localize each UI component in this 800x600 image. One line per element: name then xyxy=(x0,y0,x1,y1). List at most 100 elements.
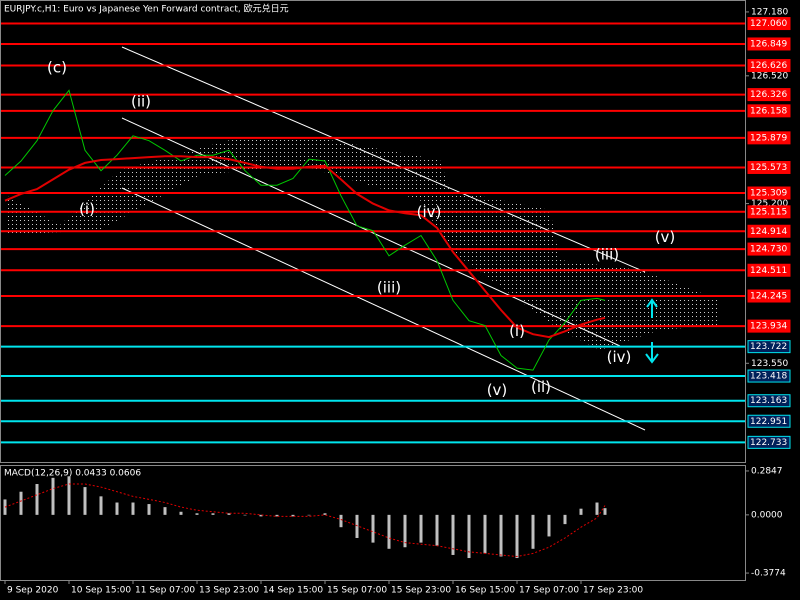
y-tick-label: 0.2847 xyxy=(751,466,783,476)
macd-bar xyxy=(35,484,39,515)
price-pane xyxy=(0,0,746,463)
level-label: 126.326 xyxy=(750,90,787,100)
wave-label: (iii) xyxy=(595,245,619,263)
wave-label: (c) xyxy=(47,59,67,77)
level-label-box xyxy=(747,104,791,118)
macd-bar xyxy=(67,476,71,515)
wave-label: (i) xyxy=(509,322,525,340)
level-label-box xyxy=(747,205,791,219)
macd-bar xyxy=(179,511,183,515)
wave-label: (iv) xyxy=(417,203,442,221)
macd-bar xyxy=(531,514,535,549)
wave-label: (v) xyxy=(487,381,508,399)
level-label-box xyxy=(747,435,791,449)
macd-bar xyxy=(211,513,215,515)
macd-bar xyxy=(547,514,551,537)
level-label: 124.730 xyxy=(750,245,787,255)
level-label-box xyxy=(747,88,791,102)
macd-bar xyxy=(595,502,599,515)
level-label-box xyxy=(747,369,791,383)
y-tick-label: 0.0000 xyxy=(751,510,783,520)
x-tick-label: 10 Sep 15:00 xyxy=(71,586,131,596)
macd-bar xyxy=(467,514,471,559)
ichimoku-cloud xyxy=(5,140,720,350)
macd-bar xyxy=(195,513,199,515)
level-label-box xyxy=(747,59,791,73)
y-tick-label: 123.550 xyxy=(751,359,788,369)
arrows xyxy=(645,298,659,364)
level-label: 122.951 xyxy=(750,417,787,427)
wave-label: (i) xyxy=(79,200,95,218)
macd-bar xyxy=(563,514,567,525)
x-tick-label: 9 Sep 2020 xyxy=(7,586,59,596)
macd-bar xyxy=(603,508,607,515)
macd-bar xyxy=(515,514,519,559)
level-label-box xyxy=(747,224,791,238)
level-label-box xyxy=(747,414,791,428)
level-label: 127.060 xyxy=(750,19,787,29)
level-label: 125.573 xyxy=(750,163,787,173)
macd-bar xyxy=(131,502,135,515)
macd-bar xyxy=(499,514,503,557)
macd-bar xyxy=(99,496,103,515)
x-tick-label: 17 Sep 23:00 xyxy=(583,586,643,596)
level-label-box xyxy=(747,160,791,174)
level-label: 126.158 xyxy=(750,106,787,116)
level-label: 123.722 xyxy=(750,342,787,352)
macd-bar xyxy=(243,514,247,516)
wave-label: (ii) xyxy=(131,92,151,110)
macd-pane xyxy=(0,465,746,581)
macd-bar xyxy=(163,507,167,515)
macd-bar xyxy=(435,514,439,546)
macd-bar xyxy=(355,514,359,538)
level-label-box xyxy=(747,131,791,145)
level-label: 124.511 xyxy=(750,266,787,276)
wave-label: (iii) xyxy=(377,278,401,296)
down-arrow xyxy=(645,342,659,364)
wave-label: (ii) xyxy=(531,378,551,396)
macd-bar xyxy=(307,514,311,516)
macd-bar xyxy=(147,504,151,515)
y-tick-label: -0.3774 xyxy=(751,569,786,579)
macd-bar xyxy=(323,513,327,515)
macd-bar xyxy=(451,514,455,555)
macd-bar xyxy=(83,487,87,515)
level-label: 124.914 xyxy=(750,227,787,237)
level-label-box xyxy=(747,340,791,354)
level-label-box xyxy=(747,17,791,31)
signal-line xyxy=(4,483,606,558)
macd-bar xyxy=(19,491,23,515)
level-label: 123.418 xyxy=(750,372,787,382)
macd-bar xyxy=(579,508,583,515)
wave-label: (v) xyxy=(655,228,676,246)
level-label: 125.879 xyxy=(750,133,787,143)
macd-bar xyxy=(339,514,343,528)
channel-line xyxy=(121,46,646,273)
y-tick-label: 125.200 xyxy=(751,199,788,209)
level-label: 125.309 xyxy=(750,189,787,199)
level-label-box xyxy=(747,289,791,303)
x-tick-label: 13 Sep 23:00 xyxy=(199,586,259,596)
level-label: 126.849 xyxy=(750,39,787,49)
price-line xyxy=(4,89,606,371)
x-tick-label: 15 Sep 23:00 xyxy=(391,586,451,596)
macd-bar xyxy=(3,499,7,515)
level-label-box xyxy=(747,394,791,408)
macd-bar xyxy=(483,514,487,554)
price-line xyxy=(4,155,606,339)
level-label: 122.733 xyxy=(750,438,787,448)
chart-title: EURJPY.c,H1: Euro vs Japanese Yen Forwar… xyxy=(4,3,289,15)
level-label-box xyxy=(747,263,791,277)
macd-bar xyxy=(291,514,295,517)
macd-bar xyxy=(403,514,407,548)
wave-label: (iv) xyxy=(607,348,632,366)
level-label: 124.245 xyxy=(750,292,787,302)
level-label: 123.163 xyxy=(750,396,787,406)
channel-line xyxy=(121,187,646,431)
level-label-box xyxy=(747,319,791,333)
macd-bar xyxy=(51,477,55,515)
macd-title: MACD(12,26,9) 0.0433 0.0606 xyxy=(4,469,141,479)
macd-bar xyxy=(371,514,375,543)
x-tick-label: 15 Sep 07:00 xyxy=(327,586,387,596)
